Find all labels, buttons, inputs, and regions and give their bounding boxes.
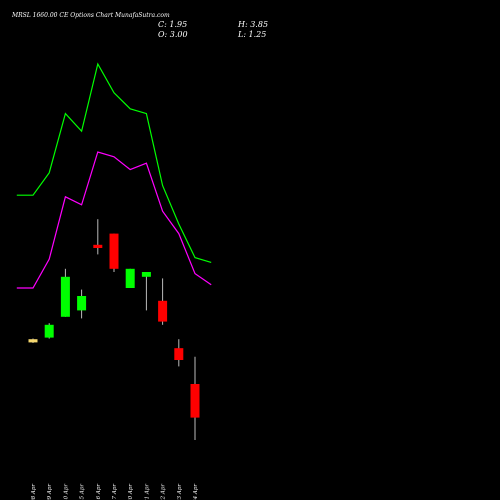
candle-body xyxy=(109,233,119,269)
candle-body xyxy=(60,276,70,317)
candle-15-apr xyxy=(77,289,87,319)
date-label: 20 Apr xyxy=(128,484,134,500)
open-value: O: 3.00 xyxy=(158,30,188,39)
candle-09-apr xyxy=(44,323,54,339)
date-label: 17 Apr xyxy=(112,484,118,500)
upper-band-line xyxy=(16,62,212,263)
candle-17-apr xyxy=(109,233,119,272)
date-label: 23 Apr xyxy=(177,484,183,500)
candle-body xyxy=(44,324,54,338)
candle-body xyxy=(28,339,38,343)
date-label: 15 Apr xyxy=(80,484,86,500)
low-value: L: 1.25 xyxy=(237,30,266,39)
candle-body xyxy=(174,348,184,360)
indicator-bands xyxy=(16,62,212,289)
candle-08-apr xyxy=(28,338,38,344)
close-value: C: 1.95 xyxy=(158,20,187,29)
candle-22-apr xyxy=(158,278,168,325)
date-label: 16 Apr xyxy=(96,484,102,500)
candle-24-apr xyxy=(190,356,200,440)
date-label: 24 Apr xyxy=(193,484,199,500)
candle-body xyxy=(158,300,168,322)
date-label: 10 Apr xyxy=(63,484,69,500)
candle-20-apr xyxy=(125,268,135,288)
candlesticks xyxy=(28,219,200,440)
candle-body xyxy=(141,272,151,277)
date-label: 22 Apr xyxy=(161,484,167,500)
candle-21-apr xyxy=(141,272,151,311)
candle-16-apr xyxy=(93,219,103,255)
candle-10-apr xyxy=(60,268,70,317)
lower-band-line xyxy=(16,151,212,289)
high-value: H: 3.85 xyxy=(237,20,268,29)
date-label: 08 Apr xyxy=(31,484,37,500)
candle-body xyxy=(93,244,103,248)
candle-body xyxy=(125,268,135,288)
chart-title: MRSL 1660.00 CE Options Chart MunafaSutr… xyxy=(11,12,170,19)
date-axis-labels: 08 Apr 09 Apr 10 Apr 15 Apr 16 Apr 17 Apr 20 A… xyxy=(31,484,199,500)
date-label: 21 Apr xyxy=(144,484,150,500)
candle-23-apr xyxy=(174,339,184,367)
candle-body xyxy=(77,296,87,311)
candle-body xyxy=(190,384,200,418)
date-label: 09 Apr xyxy=(47,484,53,500)
